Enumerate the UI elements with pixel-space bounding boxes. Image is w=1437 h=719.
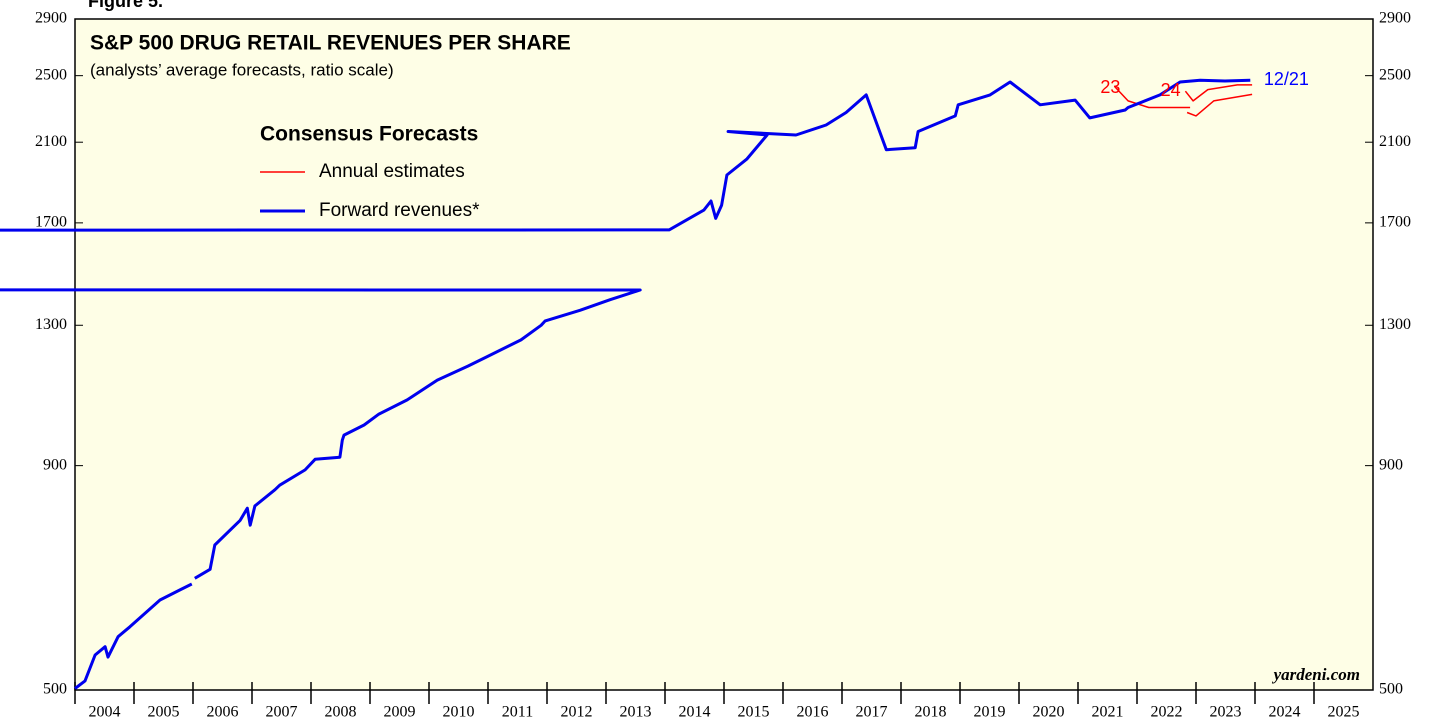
- x-tick-label: 2008: [325, 704, 357, 719]
- x-tick-label: 2025: [1328, 704, 1360, 719]
- x-tick-label: 2006: [207, 704, 239, 719]
- chart-title: S&P 500 DRUG RETAIL REVENUES PER SHARE: [90, 32, 571, 55]
- legend-title: Consensus Forecasts: [260, 123, 478, 146]
- y-tick-label: 1700: [35, 214, 67, 231]
- x-tick-label: 2021: [1092, 704, 1124, 719]
- y-tick-label: 2100: [35, 133, 67, 150]
- legend-label: Annual estimates: [319, 161, 465, 182]
- annotation: 12/21: [1264, 69, 1309, 89]
- chart-subtitle: (analysts’ average forecasts, ratio scal…: [90, 60, 394, 79]
- x-tick-label: 2015: [738, 704, 770, 719]
- y-tick-label: 2900: [35, 10, 67, 27]
- source: yardeni.com: [1272, 665, 1360, 684]
- x-tick-label: 2010: [443, 704, 475, 719]
- x-tick-label: 2023: [1210, 704, 1242, 719]
- x-tick-label: 2022: [1151, 704, 1183, 719]
- x-tick-label: 2009: [384, 704, 416, 719]
- x-tick-label: 2014: [679, 704, 711, 719]
- annotation: 23: [1100, 77, 1120, 97]
- y2-tick-label: 2100: [1379, 133, 1411, 150]
- y-tick-label: 500: [43, 681, 67, 698]
- y2-tick-label: 1300: [1379, 316, 1411, 333]
- x-tick-label: 2013: [620, 704, 652, 719]
- plot-background: [74, 18, 1374, 691]
- y2-tick-label: 900: [1379, 456, 1403, 473]
- x-tick-label: 2018: [915, 704, 947, 719]
- legend-label: Forward revenues*: [319, 200, 480, 221]
- x-tick-label: 2024: [1269, 704, 1301, 719]
- y-tick-label: 900: [43, 456, 67, 473]
- y2-tick-label: 2500: [1379, 66, 1411, 83]
- y2-tick-label: 1700: [1379, 214, 1411, 231]
- x-tick-label: 2004: [89, 704, 121, 719]
- plot-area: [74, 18, 1374, 691]
- x-tick-label: 2020: [1033, 704, 1065, 719]
- series-line: [0, 78, 1251, 690]
- x-tick-label: 2012: [561, 704, 593, 719]
- y2-tick-label: 2900: [1379, 10, 1411, 27]
- x-tick-label: 2017: [856, 704, 888, 719]
- y2-tick-label: 500: [1379, 681, 1403, 698]
- x-tick-label: 2005: [148, 704, 180, 719]
- y-tick-label: 2500: [35, 66, 67, 83]
- x-tick-label: 2011: [502, 704, 533, 719]
- x-tick-label: 2016: [797, 704, 829, 719]
- annotation: 24: [1161, 80, 1181, 100]
- y-tick-label: 1300: [35, 316, 67, 333]
- figure-label: Figure 5.: [88, 0, 163, 11]
- x-tick-label: 2007: [266, 704, 298, 719]
- x-tick-label: 2019: [974, 704, 1006, 719]
